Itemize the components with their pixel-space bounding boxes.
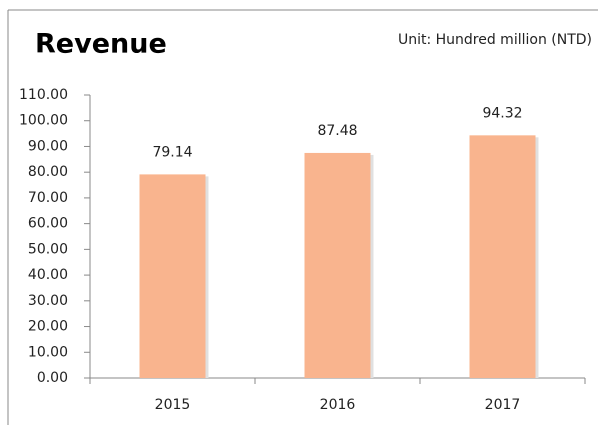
y-tick-label: 50.00 xyxy=(28,241,68,257)
x-tick-label: 2016 xyxy=(320,397,356,413)
value-label: 94.32 xyxy=(482,105,522,121)
bar xyxy=(139,174,206,378)
y-tick-label: 100.00 xyxy=(19,113,68,129)
y-tick-label: 60.00 xyxy=(28,216,68,232)
chart-title: Revenue xyxy=(35,29,167,60)
y-tick-label: 30.00 xyxy=(28,293,68,309)
y-tick-label: 80.00 xyxy=(28,164,68,180)
value-label: 79.14 xyxy=(152,144,192,160)
y-tick-label: 70.00 xyxy=(28,190,68,206)
bar xyxy=(304,152,371,378)
y-tick-label: 90.00 xyxy=(28,138,68,154)
bar xyxy=(469,135,536,378)
y-tick-label: 110.00 xyxy=(19,87,68,103)
y-tick-label: 20.00 xyxy=(28,319,68,335)
chart-subtitle: Unit: Hundred million (NTD) xyxy=(398,32,592,48)
x-tick-label: 2017 xyxy=(485,397,521,413)
value-label: 87.48 xyxy=(317,123,357,139)
y-tick-label: 40.00 xyxy=(28,267,68,283)
x-tick-label: 2015 xyxy=(155,397,191,413)
y-tick-label: 0.00 xyxy=(37,370,68,386)
y-tick-label: 10.00 xyxy=(28,344,68,360)
